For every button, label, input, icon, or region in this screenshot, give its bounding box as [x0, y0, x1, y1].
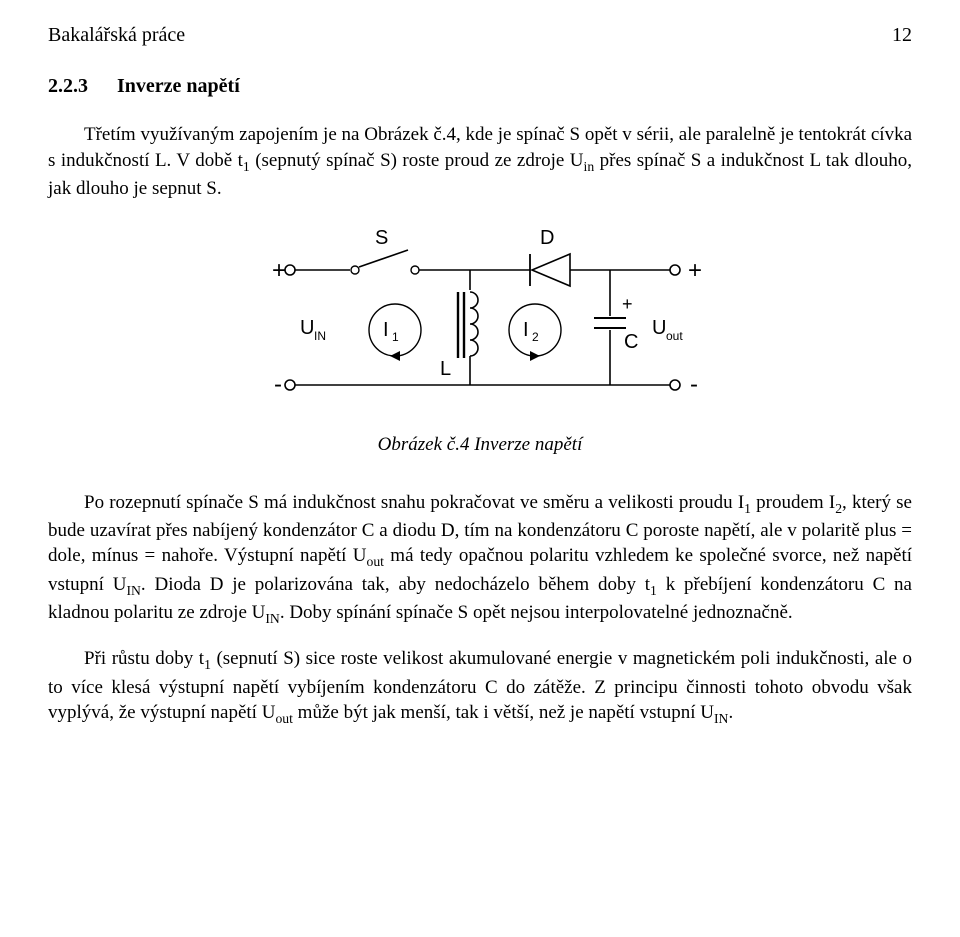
inductor-coil	[470, 292, 478, 356]
minus-right: -	[690, 371, 698, 398]
terminal-bot-left	[285, 380, 295, 390]
p1-text-b: (sepnutý spínač S) roste proud ze zdroje…	[250, 150, 584, 171]
diode-triangle	[532, 254, 570, 286]
section-number: 2.2.3	[48, 75, 88, 98]
p3-a: Při růstu doby t	[84, 648, 204, 669]
doc-title: Bakalářská práce	[48, 24, 185, 47]
p2-e: . Dioda D je polarizována tak, aby nedoc…	[141, 574, 650, 595]
p1-sub1: 1	[243, 158, 250, 173]
label-Uin-main: U	[300, 317, 314, 339]
p2-sub3: out	[367, 554, 384, 569]
p3-sub2: out	[275, 711, 292, 726]
label-L: L	[440, 358, 451, 380]
section-heading: 2.2.3 Inverze napětí	[48, 75, 912, 98]
paragraph-1: Třetím využívaným zapojením je na Obráze…	[48, 122, 912, 202]
label-D: D	[540, 227, 554, 249]
label-I2-sub: 2	[532, 330, 539, 344]
p2-b: proudem I	[751, 492, 835, 513]
switch-node-b	[411, 266, 419, 274]
page: Bakalářská práce 12 2.2.3 Inverze napětí…	[0, 0, 960, 937]
plus-right: +	[688, 257, 702, 284]
label-Uin-sub: IN	[314, 329, 326, 343]
paragraph-3: Při růstu doby t1 (sepnutí S) sice roste…	[48, 646, 912, 728]
label-Uout-main: U	[652, 317, 666, 339]
section-title: Inverze napětí	[117, 75, 240, 97]
p2-g: . Doby spínání spínače S opět nejsou int…	[280, 602, 793, 623]
paragraph-2: Po rozepnutí spínače S má indukčnost sna…	[48, 490, 912, 629]
p2-sub6: IN	[265, 611, 279, 626]
p3-c: může být jak menší, tak i větší, než je …	[293, 702, 714, 723]
circuit-svg: + S D + - -	[240, 220, 720, 420]
p2-a: Po rozepnutí spínače S má indukčnost sna…	[84, 492, 744, 513]
p2-sub1: 1	[744, 500, 751, 515]
label-Uout-sub: out	[666, 329, 683, 343]
label-S: S	[375, 227, 388, 249]
terminal-top-left	[285, 265, 295, 275]
switch-node-a	[351, 266, 359, 274]
terminal-top-right	[670, 265, 680, 275]
p2-sub5: 1	[650, 583, 657, 598]
p3-sub1: 1	[204, 657, 211, 672]
label-C: C	[624, 331, 638, 353]
p3-d: .	[728, 702, 733, 723]
label-I1-main: I	[383, 319, 389, 341]
loop-I1-arrow	[390, 351, 400, 361]
terminal-bot-right	[670, 380, 680, 390]
plus-left: +	[272, 257, 286, 284]
page-header: Bakalářská práce 12	[48, 24, 912, 47]
switch-arm	[359, 250, 408, 267]
figure-inverze-napeti: + S D + - -	[48, 220, 912, 482]
label-I2-main: I	[523, 319, 529, 341]
p3-sub3: IN	[714, 711, 728, 726]
p1-sub2: in	[584, 158, 595, 173]
page-number: 12	[892, 24, 912, 47]
cap-plus: +	[622, 294, 633, 314]
p2-sub4: IN	[126, 583, 140, 598]
loop-I2-arrow	[530, 351, 540, 361]
minus-left: -	[274, 371, 282, 398]
figure-caption: Obrázek č.4 Inverze napětí	[378, 434, 583, 456]
label-I1-sub: 1	[392, 330, 399, 344]
